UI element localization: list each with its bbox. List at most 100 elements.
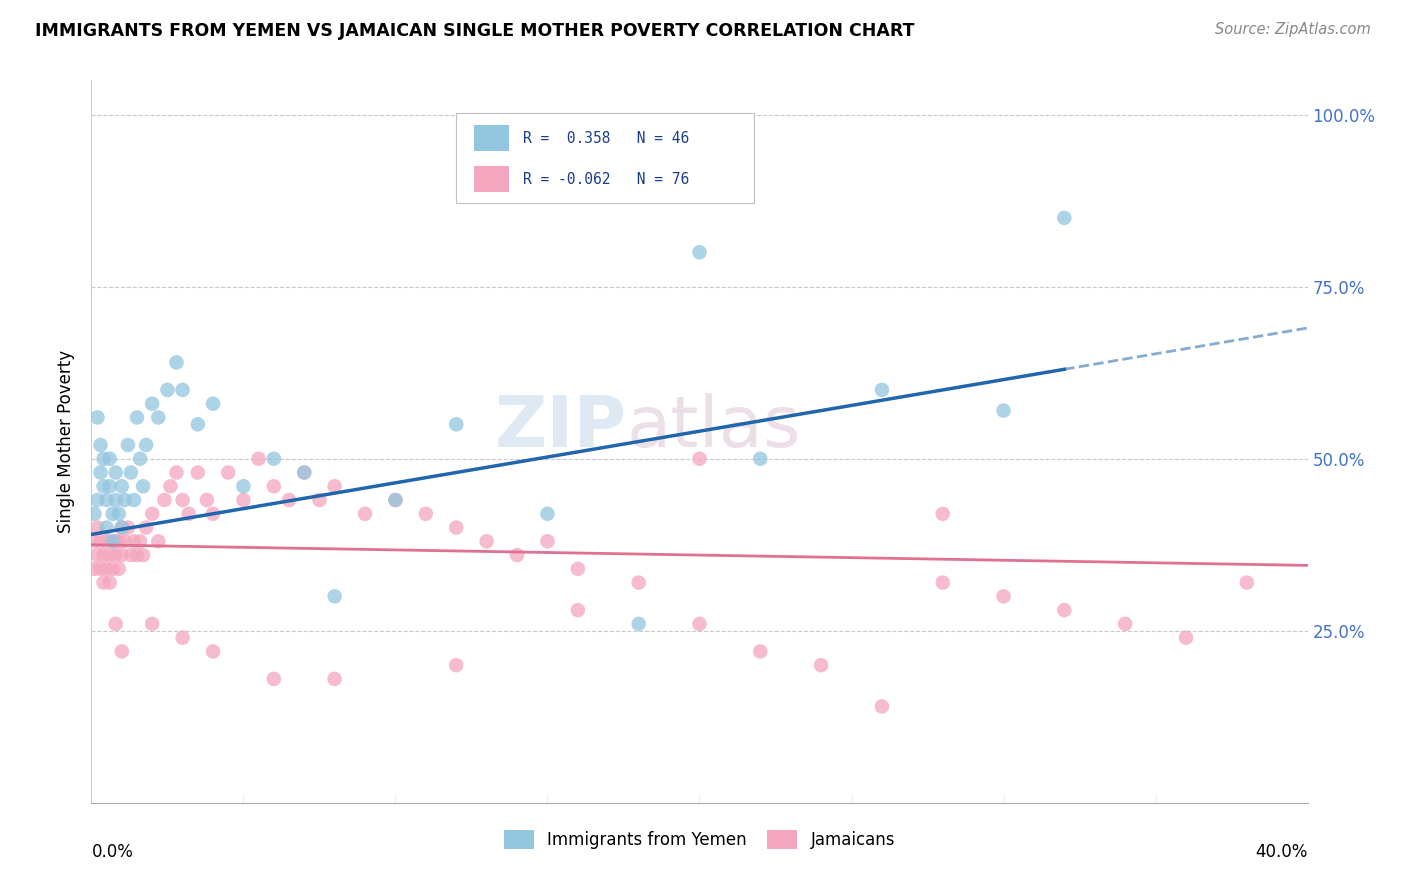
Point: [93, 451, 115, 466]
Point: [993, 590, 1015, 604]
Point: [107, 534, 129, 549]
Point: [202, 644, 225, 658]
Point: [111, 479, 134, 493]
Point: [120, 548, 142, 562]
Point: [247, 451, 270, 466]
Point: [89, 438, 111, 452]
Point: [83, 534, 105, 549]
Point: [125, 410, 148, 425]
Point: [202, 397, 225, 411]
Point: [627, 616, 650, 631]
Point: [96, 534, 118, 549]
Point: [86, 493, 108, 508]
Point: [93, 479, 115, 493]
Point: [172, 631, 194, 645]
Point: [86, 548, 108, 562]
Point: [98, 479, 121, 493]
Point: [749, 644, 772, 658]
Point: [263, 451, 285, 466]
Point: [114, 534, 136, 549]
Text: 40.0%: 40.0%: [1256, 843, 1308, 861]
Point: [107, 562, 129, 576]
Point: [1114, 616, 1136, 631]
Point: [135, 520, 157, 534]
Point: [323, 479, 346, 493]
Point: [688, 451, 710, 466]
Point: [120, 466, 142, 480]
Point: [415, 507, 437, 521]
Point: [129, 451, 152, 466]
Point: [104, 466, 127, 480]
Text: atlas: atlas: [627, 392, 801, 461]
Point: [111, 548, 134, 562]
Text: Source: ZipAtlas.com: Source: ZipAtlas.com: [1215, 22, 1371, 37]
Point: [187, 466, 209, 480]
Point: [148, 410, 170, 425]
Point: [536, 534, 558, 549]
Point: [263, 672, 285, 686]
Point: [159, 479, 181, 493]
Text: IMMIGRANTS FROM YEMEN VS JAMAICAN SINGLE MOTHER POVERTY CORRELATION CHART: IMMIGRANTS FROM YEMEN VS JAMAICAN SINGLE…: [35, 22, 915, 40]
Point: [114, 493, 136, 508]
Point: [536, 507, 558, 521]
Point: [1174, 631, 1197, 645]
Text: 0.0%: 0.0%: [91, 843, 134, 861]
Point: [111, 644, 134, 658]
Point: [187, 417, 209, 432]
Point: [232, 479, 254, 493]
Point: [172, 493, 194, 508]
Point: [104, 548, 127, 562]
Point: [86, 410, 108, 425]
Point: [232, 493, 254, 508]
Legend: Immigrants from Yemen, Jamaicans: Immigrants from Yemen, Jamaicans: [498, 823, 901, 856]
Text: ZIP: ZIP: [495, 392, 627, 461]
Point: [627, 575, 650, 590]
Point: [83, 507, 105, 521]
Point: [89, 562, 111, 576]
Point: [567, 603, 589, 617]
Point: [688, 245, 710, 260]
FancyBboxPatch shape: [456, 112, 754, 203]
Point: [117, 438, 139, 452]
Point: [101, 534, 124, 549]
Point: [141, 397, 163, 411]
Point: [931, 507, 953, 521]
Point: [166, 466, 188, 480]
Point: [141, 507, 163, 521]
Point: [384, 493, 406, 508]
Point: [101, 507, 124, 521]
Point: [202, 507, 225, 521]
Point: [148, 534, 170, 549]
Point: [104, 616, 127, 631]
Point: [83, 562, 105, 576]
Point: [86, 520, 108, 534]
Point: [172, 383, 194, 397]
Point: [101, 534, 124, 549]
Point: [810, 658, 832, 673]
Point: [132, 479, 155, 493]
Point: [98, 548, 121, 562]
Point: [89, 534, 111, 549]
Point: [263, 479, 285, 493]
Point: [444, 520, 467, 534]
Point: [156, 383, 179, 397]
Point: [1053, 603, 1076, 617]
Point: [217, 466, 239, 480]
Point: [98, 575, 121, 590]
Point: [1053, 211, 1076, 225]
Point: [89, 466, 111, 480]
Point: [96, 493, 118, 508]
Point: [688, 616, 710, 631]
Point: [292, 466, 315, 480]
Point: [177, 507, 200, 521]
Point: [104, 534, 127, 549]
Point: [166, 355, 188, 369]
Point: [98, 451, 121, 466]
Point: [93, 575, 115, 590]
Point: [506, 548, 529, 562]
Point: [141, 616, 163, 631]
Point: [444, 417, 467, 432]
Point: [749, 451, 772, 466]
Point: [278, 493, 301, 508]
Point: [111, 520, 134, 534]
